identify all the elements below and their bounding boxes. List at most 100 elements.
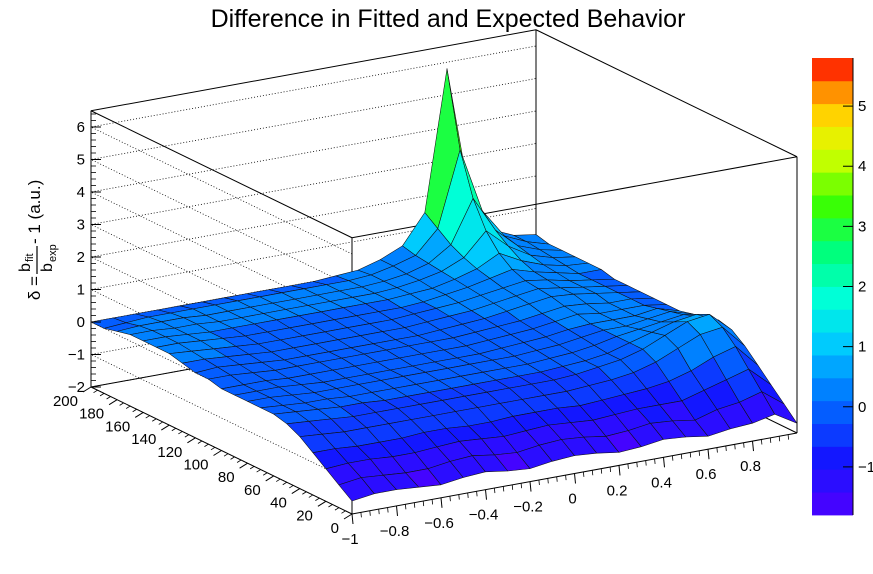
z-tick-label: 5	[77, 152, 85, 169]
y-tick-label: 80	[218, 469, 235, 486]
palette-band	[812, 446, 853, 470]
y-minor-tick	[171, 427, 177, 432]
x-tick-label: −0.8	[380, 523, 410, 540]
surface-mesh	[90, 68, 798, 502]
x-minor-tick	[583, 471, 585, 477]
y-minor-tick	[328, 504, 333, 508]
chart-title: Difference in Fitted and Expected Behavi…	[211, 5, 686, 33]
grid-line	[89, 78, 537, 287]
x-minor-tick	[645, 460, 647, 466]
y-tick	[82, 386, 92, 393]
x-minor-tick	[761, 439, 763, 445]
y-minor-tick	[132, 408, 137, 413]
palette-band	[812, 423, 853, 447]
x-minor-tick	[689, 452, 692, 458]
x-minor-tick	[743, 442, 745, 448]
x-tick-label: −0.2	[513, 499, 543, 516]
x-tick	[618, 465, 621, 476]
x-tick	[707, 449, 710, 460]
x-minor-tick	[360, 512, 362, 518]
y-minor-tick	[204, 443, 209, 447]
palette-band	[812, 126, 853, 150]
x-tick-label: 0.2	[607, 482, 628, 499]
y-tick-label: 180	[79, 406, 104, 423]
x-minor-tick	[591, 470, 594, 476]
y-tick	[291, 488, 301, 495]
x-tick-label: −0.6	[424, 515, 454, 532]
x-minor-tick	[672, 455, 674, 461]
y-tick	[161, 424, 170, 431]
x-minor-tick	[600, 468, 603, 474]
z-title-prefix: δ =	[25, 276, 44, 300]
x-minor-tick	[734, 444, 736, 450]
grid-line	[89, 45, 537, 255]
palette-tick-label: 3	[858, 218, 866, 235]
palette-band	[812, 103, 853, 127]
z-title-suffix: - 1 (a.u.)	[25, 180, 44, 244]
y-minor-tick	[236, 459, 242, 463]
y-minor-tick	[106, 396, 111, 400]
y-minor-tick	[308, 494, 314, 498]
y-minor-tick	[289, 485, 294, 489]
z-tick-label: 0	[77, 314, 85, 331]
x-minor-tick	[520, 483, 522, 489]
palette-tick-label: 2	[858, 279, 866, 296]
palette-band	[812, 58, 853, 82]
x-tick	[663, 457, 665, 468]
x-tick	[440, 497, 443, 508]
palette-band	[812, 80, 853, 105]
palette-tick-label: 4	[858, 158, 866, 175]
z-tick-label: 6	[77, 119, 85, 136]
palette-band	[812, 240, 853, 265]
x-tick-label: 0.4	[651, 474, 672, 491]
y-minor-tick	[341, 510, 346, 514]
z-tick-label: −1	[68, 347, 85, 364]
z-axis: −2 −1 0 1 2 3 4 5 6	[68, 113, 101, 396]
y-tick	[108, 399, 118, 406]
y-tick-label: 60	[244, 482, 261, 499]
x-minor-tick	[405, 504, 407, 510]
y-minor-tick	[125, 405, 131, 409]
y-minor-tick	[256, 469, 261, 473]
x-minor-tick	[413, 502, 416, 508]
y-minor-tick	[178, 431, 183, 435]
x-minor-tick	[627, 463, 629, 469]
palette-tick-label: 5	[858, 98, 866, 115]
palette-tick-label: −1	[858, 459, 873, 476]
x-minor-tick	[369, 510, 371, 516]
z-tick-label: 4	[77, 184, 85, 201]
y-tick-label: 100	[183, 457, 208, 474]
palette-band	[812, 332, 853, 356]
x-minor-tick	[654, 458, 656, 464]
palette-band	[812, 377, 853, 402]
palette-band	[812, 355, 853, 379]
frame-top-edge	[90, 110, 353, 239]
palette-band	[812, 195, 853, 219]
x-minor-tick	[538, 479, 540, 486]
palette-band	[812, 492, 853, 516]
x-minor-tick	[787, 434, 789, 440]
x-tick	[752, 441, 754, 452]
x-tick	[574, 473, 576, 484]
frame-top-edge	[90, 29, 537, 112]
x-tick-label: −0.4	[469, 507, 499, 524]
z-title-denominator-sub: exp	[47, 244, 59, 262]
y-minor-tick	[145, 415, 150, 419]
x-minor-tick	[511, 484, 514, 490]
x-tick-label: 0	[568, 491, 576, 508]
y-tick-label: 200	[53, 393, 78, 410]
y-minor-tick	[184, 434, 190, 438]
y-tick-label: 20	[296, 507, 313, 524]
y-minor-tick	[334, 507, 340, 511]
x-minor-tick	[467, 492, 469, 498]
y-minor-tick	[276, 478, 281, 482]
y-minor-tick	[315, 497, 320, 501]
palette-band	[812, 172, 853, 196]
y-tick-label: 160	[105, 418, 130, 435]
palette-band	[812, 263, 853, 287]
x-minor-tick	[387, 507, 389, 513]
y-tick	[265, 475, 274, 482]
x-minor-tick	[547, 478, 549, 484]
x-minor-tick	[680, 454, 683, 460]
y-minor-tick	[93, 389, 98, 394]
